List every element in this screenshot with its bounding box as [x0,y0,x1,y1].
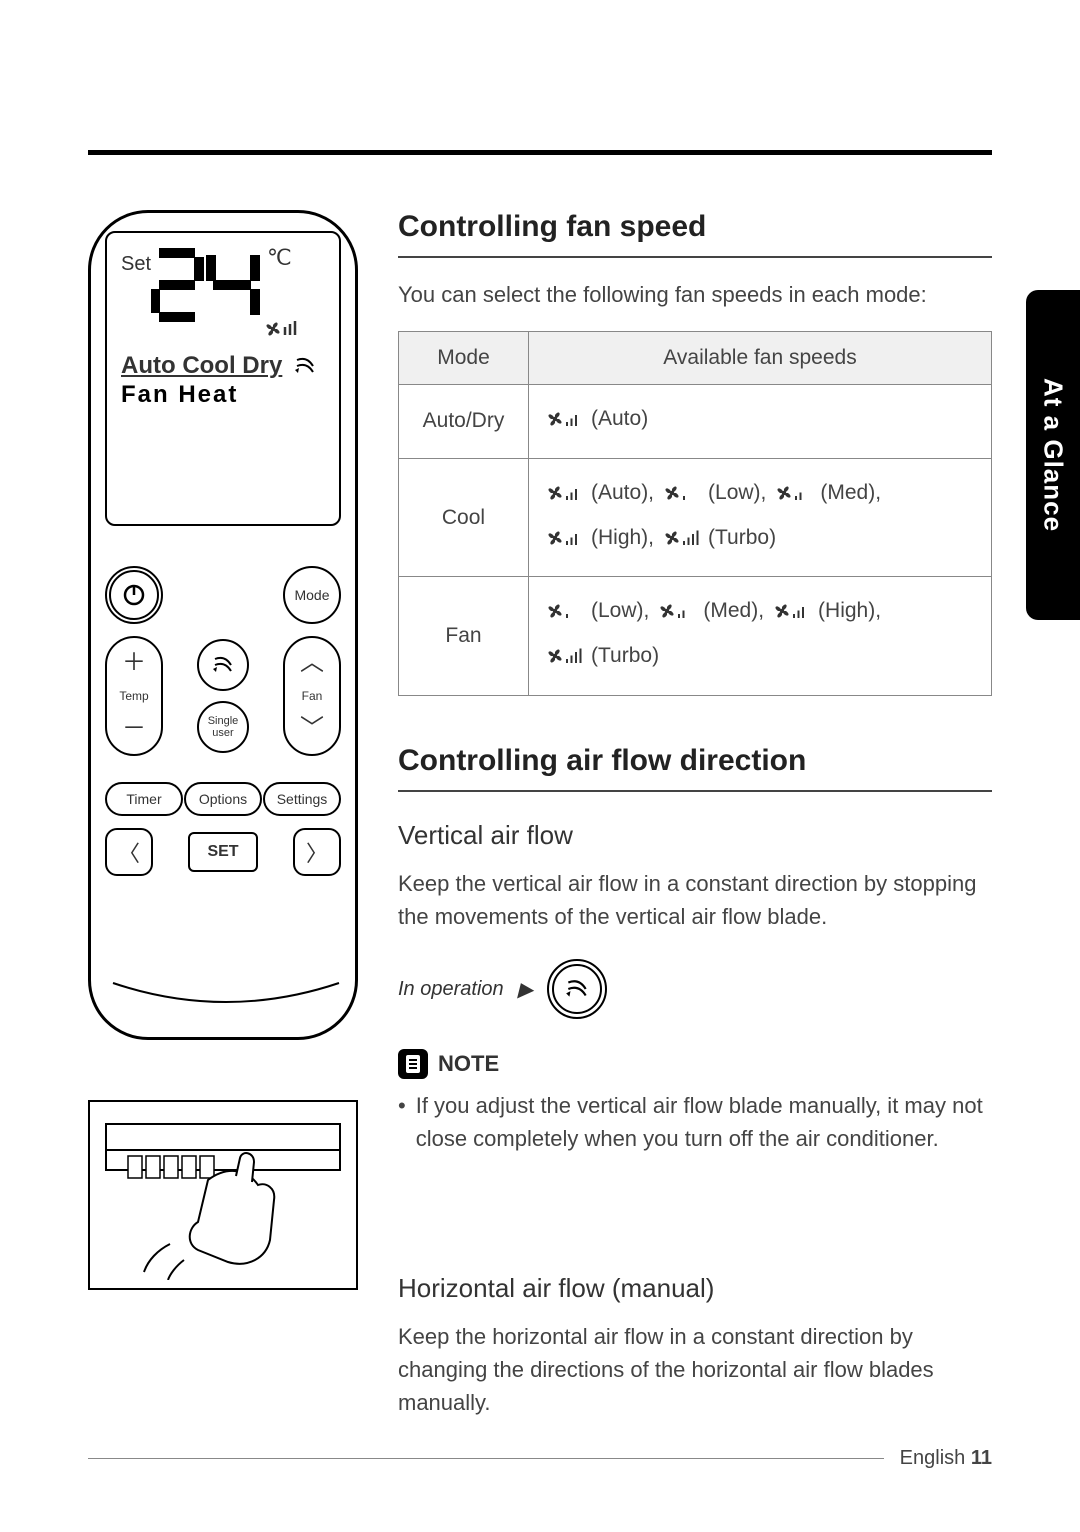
horizontal-airflow-text: Keep the horizontal air flow in a consta… [398,1320,992,1419]
side-tab: At a Glance [1026,290,1080,620]
swing-icon [293,356,317,381]
mode-cell: Auto/Dry [399,385,529,459]
note-icon [398,1049,428,1079]
button-area: Mode ＋ Temp － Single user [105,566,341,876]
vertical-airflow-text: Keep the vertical air flow in a constant… [398,867,992,933]
mode-cell: Fan [399,577,529,696]
triangle-icon: ▶ [518,977,533,1002]
right-button[interactable]: 〉 [293,828,341,876]
timer-button[interactable]: Timer [105,782,183,816]
modes-row-2: Fan Heat [121,381,325,409]
note-label: NOTE [438,1051,499,1077]
single-user-button[interactable]: Single user [197,701,249,753]
fan-speed-heading: Controlling fan speed [398,210,992,244]
mode-button[interactable]: Mode [283,566,341,624]
note-header: NOTE [398,1049,992,1079]
chevron-up-icon: ︿ [300,651,324,675]
power-button[interactable] [105,566,163,624]
chevron-down-icon: ﹀ [300,717,324,741]
heading-rule [398,256,992,258]
set-label: Set [121,253,151,276]
minus-icon: － [122,717,146,741]
modes-row-1: Auto Cool Dry [121,352,325,381]
fan-speed-item: (Med), [774,473,881,513]
page: At a Glance Set [0,0,1080,1532]
left-column: Set [88,210,358,1439]
fan-button[interactable]: ︿ Fan ﹀ [283,636,341,756]
mode-cell: Cool [399,458,529,577]
fan-speed-table: Mode Available fan speeds Auto/Dry(Auto)… [398,331,992,696]
fan-speed-item: (Auto), [545,473,654,513]
fan-speed-item: (Auto) [545,399,648,439]
bullet-icon: • [398,1089,406,1155]
right-column: Controlling fan speed You can select the… [398,210,992,1439]
fan-speed-item: (Turbo) [545,636,659,676]
table-row: Fan (Low),(Med),(High), (Turbo) [399,577,992,696]
fan-speed-item: (Med), [657,591,764,631]
fan-speed-item: (High), [772,591,881,631]
horizontal-airflow-illustration [88,1100,358,1290]
footer-text: English 11 [900,1447,992,1470]
fan-speed-item: (Low), [545,591,649,631]
side-tab-label: At a Glance [1038,378,1069,532]
fan-speed-intro: You can select the following fan speeds … [398,278,992,311]
footer-rule [88,1458,884,1459]
remote-control: Set [88,210,358,1040]
operation-row: In operation ▶ [398,959,992,1019]
fan-speed-item: (Turbo) [662,518,776,558]
temperature-display [151,245,261,328]
speeds-cell: (Auto) [529,385,992,459]
speeds-cell: (Low),(Med),(High), (Turbo) [529,577,992,696]
airflow-heading: Controlling air flow direction [398,744,992,778]
page-footer: English 11 [88,1447,992,1470]
table-row: Auto/Dry (Auto) [399,385,992,459]
swing-button[interactable] [197,639,249,691]
vertical-airflow-heading: Vertical air flow [398,820,992,851]
temp-label: Temp [119,689,148,703]
left-button[interactable]: 〈 [105,828,153,876]
note-text: If you adjust the vertical air flow blad… [416,1089,992,1155]
heading-rule [398,790,992,792]
fan-speed-item: (High), [545,518,654,558]
speeds-cell: (Auto),(Low),(Med), (High),(Turbo) [529,458,992,577]
note-bullet: • If you adjust the vertical air flow bl… [398,1089,992,1155]
remote-screen: Set [105,231,341,526]
swing-button-inline[interactable] [547,959,607,1019]
fan-label: Fan [302,689,323,703]
in-operation-label: In operation [398,978,504,1001]
unit-label: ℃ [267,245,292,271]
table-header-speeds: Available fan speeds [529,332,992,385]
plus-icon: ＋ [122,651,146,675]
remote-bottom-curve [111,981,341,1009]
fan-icon [261,317,301,346]
table-header-mode: Mode [399,332,529,385]
fan-speed-item: (Low), [662,473,766,513]
temp-button[interactable]: ＋ Temp － [105,636,163,756]
top-rule [88,150,992,155]
set-button[interactable]: SET [188,832,258,872]
horizontal-airflow-heading: Horizontal air flow (manual) [398,1273,992,1304]
options-button[interactable]: Options [184,782,262,816]
content: Set [88,210,992,1439]
settings-button[interactable]: Settings [263,782,341,816]
table-row: Cool (Auto),(Low),(Med), (High),(Turbo) [399,458,992,577]
